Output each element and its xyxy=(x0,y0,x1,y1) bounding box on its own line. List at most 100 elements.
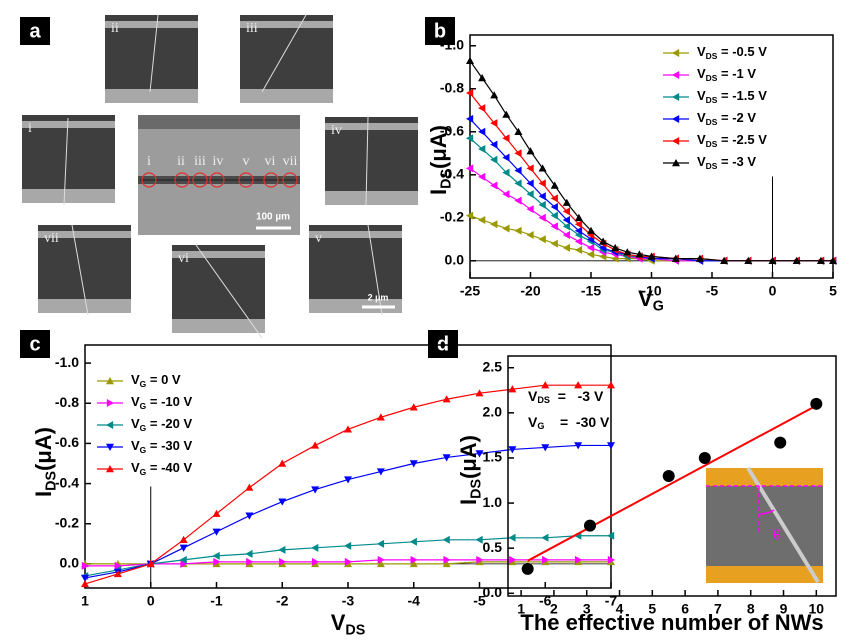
micrograph-band xyxy=(240,21,333,28)
data-point xyxy=(475,535,483,544)
data-point xyxy=(478,127,486,136)
text-part: I xyxy=(456,499,481,505)
data-point xyxy=(562,215,570,224)
x-tick-label: 4 xyxy=(616,601,624,617)
data-point xyxy=(409,537,417,546)
data-point xyxy=(623,248,632,256)
data-point xyxy=(179,544,188,552)
micrograph-band xyxy=(105,21,198,28)
data-point xyxy=(478,172,486,181)
annotation: VG = -30 V xyxy=(528,414,610,432)
chart: -1.0 -0.8 -0.6 -0.4 -0.2 0.0 -25 -20 -15 -10 -5 0 5 I… xyxy=(426,34,837,314)
series-line xyxy=(469,118,833,262)
micrograph-label: vii xyxy=(44,231,59,246)
data-point xyxy=(720,256,729,264)
data-point xyxy=(514,226,522,235)
data-point xyxy=(514,127,523,135)
x-tick-label: 6 xyxy=(681,601,689,617)
x-tick-label: 0 xyxy=(147,593,155,609)
data-point xyxy=(514,149,522,158)
micrograph-band xyxy=(309,231,402,238)
y-tick-label: 2.0 xyxy=(483,404,503,420)
inset-bg xyxy=(706,468,823,583)
micrograph-band xyxy=(38,231,131,238)
data-point xyxy=(409,403,418,411)
data-point xyxy=(245,483,254,491)
x-tick-label: 1 xyxy=(81,593,89,609)
data-point xyxy=(538,179,546,188)
text-part: (μA) xyxy=(31,427,56,471)
data-point xyxy=(635,250,644,258)
nanowire xyxy=(195,244,263,339)
data-point xyxy=(344,425,352,433)
micrograph-label: vi xyxy=(178,251,189,266)
y-tick-label: 0.0 xyxy=(60,555,80,571)
site-circle xyxy=(263,172,279,188)
site-circle xyxy=(192,172,208,188)
text-part: G xyxy=(140,445,147,455)
micrograph-label: iv xyxy=(331,123,342,138)
legend-label: VDS = -3 V xyxy=(697,154,756,171)
data-point xyxy=(768,256,777,264)
data-point xyxy=(502,110,511,118)
micrograph-band xyxy=(172,251,265,258)
text-part: (μA) xyxy=(456,435,481,479)
data-point xyxy=(246,557,254,566)
micrograph-band xyxy=(105,89,198,103)
data-point xyxy=(81,574,89,582)
y-axis-label: IDS(μA) xyxy=(456,435,485,505)
x-axis-label: VDS xyxy=(331,610,366,639)
series-line xyxy=(469,167,833,262)
data-point xyxy=(574,555,583,564)
text-part: = -30 V xyxy=(146,438,192,453)
data-point xyxy=(376,559,385,568)
y-tick-label: 0.0 xyxy=(445,251,465,267)
data-point xyxy=(550,181,559,189)
inset-image: θ xyxy=(706,466,823,584)
data-point xyxy=(562,207,570,216)
panel-label-box xyxy=(425,17,455,45)
data-point xyxy=(409,460,418,468)
chart: 0.00.51.01.52.02.51 2 3 4 5 6 7 8 9 10IDS(μA)The … xyxy=(456,355,837,635)
data-point xyxy=(179,555,187,564)
data-point xyxy=(587,250,595,259)
site-circle xyxy=(209,172,225,188)
data-point xyxy=(344,557,352,566)
data-point xyxy=(466,211,474,220)
x-tick-label: 2 xyxy=(550,601,558,617)
x-tick-label: -10 xyxy=(641,283,661,299)
inset-electrode xyxy=(706,566,823,583)
y-tick-label: 2.5 xyxy=(483,358,503,374)
data-point xyxy=(490,119,498,128)
micrograph-label: v xyxy=(315,231,322,246)
data-point xyxy=(508,446,517,454)
data-point xyxy=(478,104,486,113)
data-point xyxy=(810,397,823,410)
data-point xyxy=(146,559,155,568)
scale-label: 100 µm xyxy=(256,212,290,223)
y-axis-label: IDS(μA) xyxy=(426,125,455,195)
panel-label: c xyxy=(29,333,40,355)
data-point xyxy=(599,237,608,245)
y-tick-label: 1.0 xyxy=(483,494,503,510)
data-point xyxy=(607,555,615,564)
data-point xyxy=(490,155,498,164)
y-tick-label: -0.6 xyxy=(55,434,79,450)
data-point xyxy=(607,442,615,450)
x-tick-label: -3 xyxy=(342,593,355,609)
data-point xyxy=(377,555,385,564)
x-axis-label: The effective number of NWs xyxy=(520,610,823,635)
text-part: G xyxy=(140,379,147,389)
data-point xyxy=(562,243,570,252)
panel-label: a xyxy=(29,20,41,42)
data-point xyxy=(541,444,550,452)
micrograph-bg xyxy=(105,15,198,103)
micrograph-bg xyxy=(138,115,300,235)
text-part: V xyxy=(331,610,346,635)
micrograph-label: iii xyxy=(246,21,258,36)
text-part: I xyxy=(31,491,56,497)
data-point xyxy=(180,559,188,568)
data-point xyxy=(311,557,320,566)
nanowire xyxy=(261,14,307,93)
y-tick-label: -0.6 xyxy=(440,122,464,138)
